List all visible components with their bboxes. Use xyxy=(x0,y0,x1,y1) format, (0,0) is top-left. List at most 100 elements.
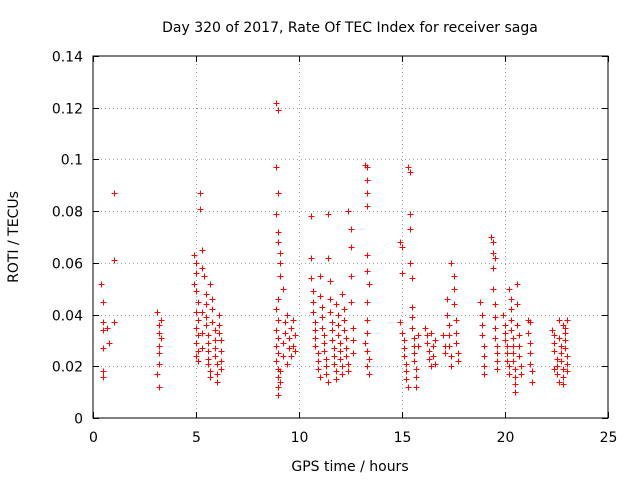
data-point xyxy=(455,350,462,357)
data-point xyxy=(422,325,429,332)
data-point xyxy=(364,203,371,210)
data-point xyxy=(415,332,422,339)
data-point xyxy=(214,361,221,368)
data-point xyxy=(409,314,416,321)
x-tick-label: 20 xyxy=(497,430,515,446)
data-point xyxy=(554,356,561,363)
data-point xyxy=(453,340,460,347)
data-point xyxy=(323,363,330,370)
data-point xyxy=(411,358,418,365)
data-point xyxy=(156,330,163,337)
data-point xyxy=(218,358,225,365)
data-point xyxy=(341,317,348,324)
data-point xyxy=(284,312,291,319)
data-point xyxy=(290,343,297,350)
data-point xyxy=(560,374,567,381)
data-point xyxy=(273,100,280,107)
data-point xyxy=(510,343,517,350)
data-point xyxy=(518,363,525,370)
data-point xyxy=(209,306,216,313)
data-point xyxy=(564,361,571,368)
data-point xyxy=(560,381,567,388)
data-point xyxy=(564,317,571,324)
data-point xyxy=(366,356,373,363)
data-point xyxy=(339,363,346,370)
data-point xyxy=(409,275,416,282)
data-point xyxy=(426,356,433,363)
data-point xyxy=(275,384,282,391)
data-point xyxy=(364,330,371,337)
data-point xyxy=(500,312,507,319)
data-point xyxy=(341,306,348,313)
data-point xyxy=(317,273,324,280)
x-axis-label: GPS time / hours xyxy=(291,459,408,475)
data-point xyxy=(424,332,431,339)
data-point xyxy=(273,327,280,334)
data-points xyxy=(98,100,571,399)
data-point xyxy=(453,317,460,324)
data-point xyxy=(331,353,338,360)
data-point xyxy=(290,317,297,324)
data-point xyxy=(551,348,558,355)
data-point xyxy=(504,343,511,350)
data-point xyxy=(284,361,291,368)
data-point xyxy=(551,340,558,347)
data-point xyxy=(209,296,216,303)
data-point xyxy=(348,244,355,251)
data-point xyxy=(490,239,497,246)
data-point xyxy=(111,319,118,326)
data-point xyxy=(527,340,534,347)
data-point xyxy=(339,371,346,378)
data-point xyxy=(409,325,416,332)
data-point xyxy=(407,260,414,267)
data-point xyxy=(514,301,521,308)
data-point xyxy=(201,273,208,280)
data-point xyxy=(199,247,206,254)
data-point xyxy=(292,332,299,339)
data-point xyxy=(195,317,202,324)
data-point xyxy=(312,327,319,334)
data-point xyxy=(106,340,113,347)
data-point xyxy=(479,312,486,319)
data-point xyxy=(319,325,326,332)
data-point xyxy=(413,374,420,381)
data-point xyxy=(518,371,525,378)
data-point xyxy=(348,273,355,280)
data-point xyxy=(556,379,563,386)
data-point xyxy=(280,340,287,347)
grid xyxy=(93,56,608,418)
data-point xyxy=(319,304,326,311)
y-tick-label: 0.14 xyxy=(52,50,83,66)
data-point xyxy=(492,314,499,321)
data-point xyxy=(323,371,330,378)
data-point xyxy=(512,381,519,388)
data-point xyxy=(494,358,501,365)
data-point xyxy=(195,358,202,365)
data-point xyxy=(339,291,346,298)
data-point xyxy=(490,265,497,272)
data-point xyxy=(193,309,200,316)
data-point xyxy=(327,278,334,285)
data-point xyxy=(343,345,350,352)
data-point xyxy=(218,348,225,355)
data-point xyxy=(490,250,497,257)
data-point xyxy=(428,330,435,337)
data-point xyxy=(111,190,118,197)
data-point xyxy=(214,371,221,378)
data-point xyxy=(205,348,212,355)
data-point xyxy=(321,332,328,339)
data-point xyxy=(564,368,571,375)
data-point xyxy=(323,356,330,363)
y-tick-label: 0.04 xyxy=(52,309,83,325)
data-point xyxy=(337,340,344,347)
data-point xyxy=(104,325,111,332)
data-point xyxy=(193,353,200,360)
data-point xyxy=(364,177,371,184)
data-point xyxy=(411,350,418,357)
data-point xyxy=(327,309,334,316)
data-point xyxy=(556,317,563,324)
data-point xyxy=(100,368,107,375)
data-point xyxy=(156,361,163,368)
data-point xyxy=(562,337,569,344)
data-point xyxy=(273,343,280,350)
